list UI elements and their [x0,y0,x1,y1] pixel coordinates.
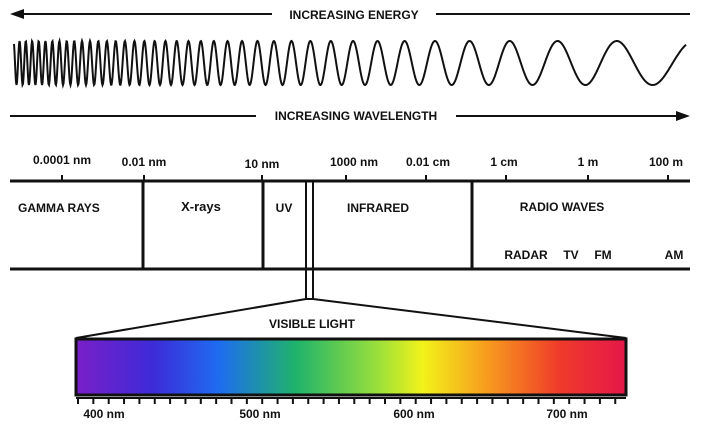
visible-axis-ticks [77,398,617,404]
scale-tick-label: 10 nm [245,157,280,171]
energy-arrow-label: INCREASING ENERGY [289,8,418,22]
scale-tick-label: 0.0001 nm [33,153,91,167]
radio-sub-fm: FM [594,248,611,262]
scale-tick-label: 1 m [578,155,599,169]
visible-tick-label: 500 nm [239,407,280,421]
visible-tick-label: 400 nm [83,407,124,421]
scale-tick-label: 0.01 nm [122,155,167,169]
radio-sub-radar: RADAR [504,248,548,262]
scale-tick-label: 0.01 cm [406,155,450,169]
band-label-radio: RADIO WAVES [520,200,604,214]
wavelength-arrow-label: INCREASING WAVELENGTH [275,109,437,123]
band-dividers [141,181,474,269]
band-label-uv: UV [276,201,293,215]
scale-tick-labels: 0.0001 nm 0.01 nm 10 nm 1000 nm 0.01 cm … [33,153,683,171]
scale-tick-label: 100 m [649,155,683,169]
radio-sub-am: AM [665,248,684,262]
scale-ticks [61,175,669,181]
visible-light-title: VISIBLE LIGHT [269,317,356,331]
energy-arrow: INCREASING ENERGY [10,8,690,22]
band-label-xrays: X-rays [181,199,221,214]
visible-tick-label: 600 nm [393,407,434,421]
wavelength-arrow: INCREASING WAVELENGTH [10,109,690,123]
visible-band-column [305,181,314,300]
scale-tick-label: 1 cm [490,155,517,169]
radio-sub-tv: TV [563,248,578,262]
visible-spectrum-bar [74,337,628,397]
visible-expansion-lines [75,298,627,339]
band-label-gamma: GAMMA RAYS [18,201,100,215]
visible-tick-label: 700 nm [546,407,587,421]
scale-tick-label: 1000 nm [330,155,378,169]
band-label-infrared: INFRARED [347,201,409,215]
wave-graphic [13,37,687,89]
